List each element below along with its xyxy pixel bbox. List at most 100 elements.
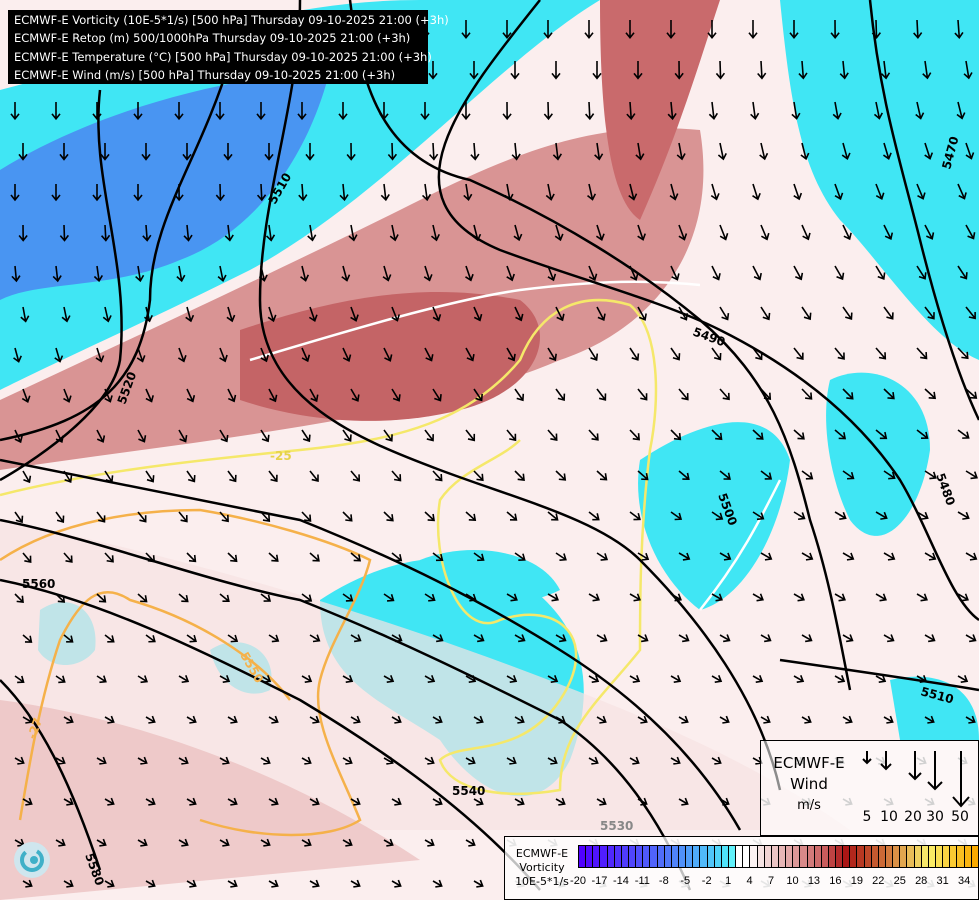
wind-arrow-icon [268, 797, 279, 806]
wind-arrow-icon [875, 674, 887, 683]
wind-arrow-icon [965, 715, 976, 724]
wind-arrow-icon [387, 142, 398, 161]
wind-arrow-icon [957, 593, 969, 602]
wind-arrow-icon [338, 102, 348, 121]
wind-arrow-icon [227, 634, 239, 643]
wind-arrow-icon [219, 511, 229, 523]
wind-arrow-icon [137, 756, 148, 765]
wind-arrow-icon [135, 265, 145, 283]
contour-label: 5540 [452, 784, 485, 798]
wind-arrow-icon [473, 797, 484, 806]
wind-arrow-icon [309, 470, 319, 482]
wind-arrow-icon [834, 511, 847, 520]
wind-arrow-icon [133, 102, 143, 121]
wind-arrow-icon [752, 511, 765, 521]
wind-arrow-icon [55, 511, 65, 523]
wind-arrow-icon [309, 797, 320, 806]
wind-arrow-icon [63, 634, 74, 643]
colorbar-cell [821, 846, 829, 867]
colorbar-cell [736, 846, 744, 867]
wind-arrow-icon [96, 429, 106, 443]
wind-arrow-icon [793, 347, 804, 361]
wind-arrow-icon [547, 674, 559, 683]
colorbar-tick-label: 1 [725, 875, 732, 887]
wind-arrow-icon [22, 552, 32, 564]
colorbar-tick-label: 4 [746, 875, 753, 887]
wind-arrow-icon [104, 879, 115, 888]
wind-arrow-icon [883, 470, 896, 480]
title-line-retop: ECMWF-E Retop (m) 500/1000hPa Thursday 0… [14, 31, 411, 46]
wind-arrow-icon [473, 470, 484, 482]
wind-arrow-icon [301, 838, 312, 847]
wind-arrow-icon [383, 429, 393, 442]
wind-arrow-icon [391, 388, 401, 402]
title-line-wind: ECMWF-E Wind (m/s) [500 hPa] Thursday 09… [14, 67, 396, 82]
wind-arrow-icon [268, 634, 280, 643]
wind-arrow-icon [760, 634, 772, 643]
wind-arrow-icon [14, 756, 25, 765]
wind-arrow-icon [801, 715, 812, 724]
wind-arrow-icon [543, 20, 553, 40]
temperature-label: -25 [270, 449, 292, 463]
colorbar-tick-label: 16 [829, 875, 842, 887]
wind-arrows [10, 19, 978, 888]
wind-arrow-icon [637, 224, 646, 241]
wind-arrow-icon [473, 715, 484, 724]
colorbar-cell [686, 846, 694, 867]
wind-arrow-icon [592, 61, 602, 80]
wind-arrow-icon [789, 20, 799, 40]
wind-arrow-icon [793, 511, 806, 521]
wind-arrow-icon [420, 102, 430, 121]
wind-arrow-icon [260, 756, 271, 765]
wind-arrow-icon [55, 838, 66, 847]
wind-arrow-icon [219, 347, 228, 363]
speed-30: 30 [926, 809, 944, 825]
arrow-30-icon [927, 751, 943, 791]
wind-arrow-icon [268, 552, 279, 562]
wind-legend-title: ECMWF-E [773, 754, 845, 772]
wind-arrow-icon [309, 715, 320, 724]
wind-arrow-icon [924, 224, 935, 240]
wind-arrow-icon [301, 429, 311, 443]
wind-arrow-icon [719, 224, 729, 241]
wind-arrow-icon [514, 634, 526, 643]
wind-arrow-icon [752, 183, 761, 201]
wind-arrow-icon [14, 593, 24, 604]
colorbar-cell [957, 846, 965, 867]
wind-arrow-icon [383, 756, 394, 765]
wind-arrow-icon [424, 429, 434, 442]
wind-arrow-icon [51, 102, 61, 121]
arrow-5-icon [862, 751, 872, 765]
wind-arrow-icon [834, 674, 846, 683]
wind-arrow-icon [875, 593, 887, 602]
wind-arrow-icon [391, 797, 402, 806]
colorbar-cell [807, 846, 815, 867]
wind-arrow-icon [350, 634, 362, 643]
wind-arrow-icon [465, 593, 477, 602]
colorbar-cell [936, 846, 944, 867]
colorbar-tick-label: -11 [634, 875, 650, 887]
wind-arrow-icon [472, 224, 482, 242]
wind-arrow-icon [268, 388, 278, 403]
wind-arrow-icon [628, 183, 638, 201]
colorbar-cell [950, 846, 958, 867]
colorbar-cell [621, 846, 629, 867]
colorbar-cell [750, 846, 758, 867]
wind-arrow-icon [666, 20, 676, 40]
wind-arrow-icon [342, 347, 352, 362]
wind-arrow-icon [506, 265, 515, 282]
wind-arrow-icon [145, 879, 156, 888]
wind-arrow-icon [383, 347, 393, 362]
wind-arrow-icon [93, 265, 104, 283]
wind-arrow-icon [547, 756, 558, 765]
wind-arrow-icon [227, 470, 237, 483]
colorbar-tick-label: 34 [957, 875, 971, 887]
wind-arrow-icon [297, 102, 307, 121]
colorbar-tick-label: -8 [658, 875, 669, 887]
colorbar-cell [593, 846, 601, 867]
wind-arrow-icon [626, 101, 636, 121]
wind-arrow-icon [308, 306, 318, 322]
